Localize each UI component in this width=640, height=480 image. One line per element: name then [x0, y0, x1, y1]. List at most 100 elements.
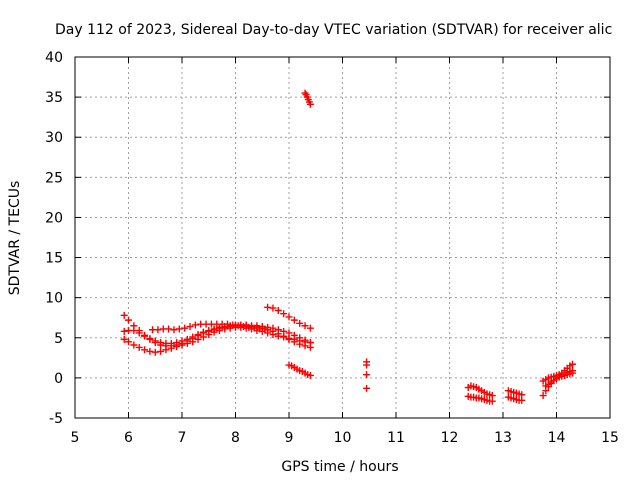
data-point — [234, 322, 242, 330]
x-tick-label: 5 — [71, 430, 80, 446]
data-point — [157, 341, 165, 349]
x-tick-label: 6 — [124, 430, 133, 446]
data-point — [290, 316, 298, 324]
data-point — [569, 360, 577, 368]
data-point — [363, 371, 371, 379]
data-point — [199, 329, 207, 337]
x-tick-label: 8 — [231, 430, 240, 446]
data-point — [363, 384, 371, 392]
y-tick-label: 10 — [45, 291, 63, 307]
data-point — [183, 337, 191, 345]
data-point — [285, 313, 293, 321]
series-track-l — [504, 393, 526, 404]
data-point — [269, 327, 277, 335]
data-point — [146, 347, 154, 355]
x-tick-label: 7 — [178, 430, 187, 446]
data-point — [186, 323, 194, 331]
data-point — [167, 342, 175, 350]
data-point — [301, 89, 309, 97]
data-point — [240, 323, 248, 331]
data-point — [306, 324, 314, 332]
data-point — [125, 338, 132, 346]
series-track-i — [464, 382, 496, 400]
y-axis-label: SDTVAR / TECUs — [7, 181, 23, 296]
x-axis-label: GPS time / hours — [281, 459, 398, 475]
data-point — [173, 341, 181, 349]
data-point — [306, 100, 314, 108]
data-point — [175, 325, 183, 333]
data-point — [125, 316, 132, 324]
series-track-o — [542, 369, 577, 390]
x-tick-label: 9 — [285, 430, 294, 446]
y-tick-label: 25 — [45, 170, 63, 186]
x-tick-label: 15 — [601, 430, 619, 446]
data-point — [120, 311, 128, 319]
data-point — [170, 326, 178, 334]
data-point — [285, 335, 293, 343]
data-point — [135, 343, 143, 351]
y-tick-label: -5 — [49, 411, 63, 427]
data-point — [146, 335, 154, 343]
data-point — [306, 343, 314, 351]
series-track-n — [539, 367, 577, 385]
data-point — [223, 320, 231, 328]
data-point — [301, 342, 309, 350]
x-tick-label: 11 — [387, 430, 405, 446]
data-point — [250, 324, 258, 332]
data-point — [151, 348, 159, 356]
series-track-h — [363, 358, 371, 392]
data-point — [130, 341, 138, 349]
series-track-e — [264, 303, 314, 332]
data-point — [135, 329, 143, 337]
data-point — [518, 396, 526, 404]
data-point — [290, 338, 298, 346]
data-point — [264, 303, 272, 311]
x-tick-label: 12 — [441, 430, 459, 446]
y-tick-label: 0 — [54, 371, 63, 387]
data-point — [301, 322, 309, 330]
y-tick-label: 35 — [45, 90, 63, 106]
x-tick-label: 10 — [334, 430, 352, 446]
data-point — [210, 326, 218, 334]
data-point — [539, 392, 547, 400]
y-tick-label: 15 — [45, 251, 63, 267]
data-point — [165, 325, 173, 333]
x-tick-label: 13 — [494, 430, 512, 446]
data-point — [229, 321, 237, 329]
grid-lines — [75, 57, 610, 418]
data-point — [120, 327, 128, 335]
data-point — [205, 327, 213, 335]
data-point — [141, 346, 149, 354]
data-point — [280, 310, 288, 318]
data-point — [245, 323, 253, 331]
data-point — [363, 361, 371, 369]
data-points — [120, 89, 577, 405]
series-track-j — [464, 392, 496, 405]
data-point — [189, 335, 197, 343]
series-track-d — [149, 320, 269, 334]
data-point — [269, 304, 277, 312]
data-point — [569, 369, 577, 377]
data-point — [120, 335, 128, 343]
data-point — [157, 347, 165, 355]
series-track-c — [120, 322, 314, 351]
data-point — [181, 324, 189, 332]
data-point — [306, 371, 314, 379]
data-point — [151, 339, 159, 347]
data-point — [191, 321, 199, 329]
y-tick-label: 5 — [54, 331, 63, 347]
data-point — [296, 340, 304, 348]
data-point — [215, 324, 223, 332]
data-point — [141, 332, 149, 340]
y-tick-label: 40 — [45, 50, 63, 66]
series-track-f — [285, 361, 314, 379]
data-point — [274, 307, 282, 315]
data-point — [261, 325, 269, 333]
data-point — [488, 397, 496, 405]
y-tick-label: 30 — [45, 130, 63, 146]
data-point — [280, 332, 288, 340]
axis-ticks: 5 6 7 8 9 10 11 12 13 14 15 -5 0 5 10 15 20 25 30 35 40 — [45, 50, 619, 446]
chart-title: Day 112 of 2023, Sidereal Day-to-day VTE… — [55, 22, 612, 38]
data-point — [130, 327, 138, 335]
